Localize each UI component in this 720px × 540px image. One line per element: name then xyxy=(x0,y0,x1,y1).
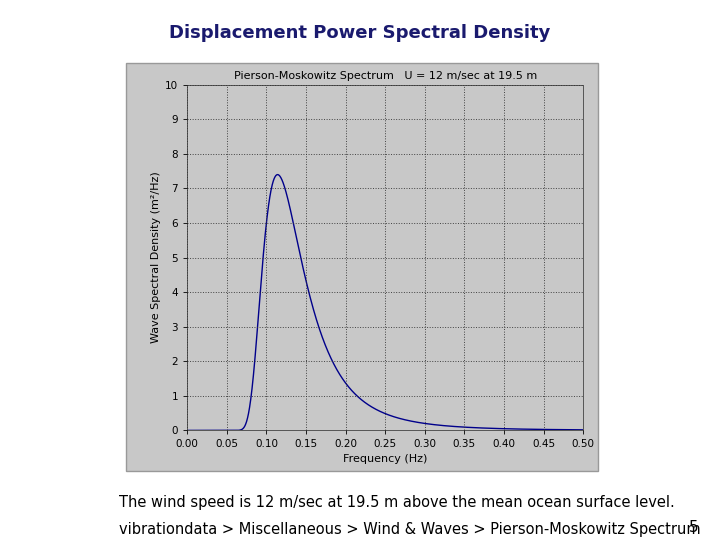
Text: The wind speed is 12 m/sec at 19.5 m above the mean ocean surface level.: The wind speed is 12 m/sec at 19.5 m abo… xyxy=(119,495,675,510)
Y-axis label: Wave Spectral Density (m²/Hz): Wave Spectral Density (m²/Hz) xyxy=(151,172,161,343)
X-axis label: Frequency (Hz): Frequency (Hz) xyxy=(343,454,428,463)
Title: Pierson-Moskowitz Spectrum   U = 12 m/sec at 19.5 m: Pierson-Moskowitz Spectrum U = 12 m/sec … xyxy=(233,71,537,81)
Text: 5: 5 xyxy=(689,519,698,535)
Text: vibrationdata > Miscellaneous > Wind & Waves > Pierson-Moskowitz Spectrum: vibrationdata > Miscellaneous > Wind & W… xyxy=(119,522,701,537)
Text: Displacement Power Spectral Density: Displacement Power Spectral Density xyxy=(169,24,551,42)
